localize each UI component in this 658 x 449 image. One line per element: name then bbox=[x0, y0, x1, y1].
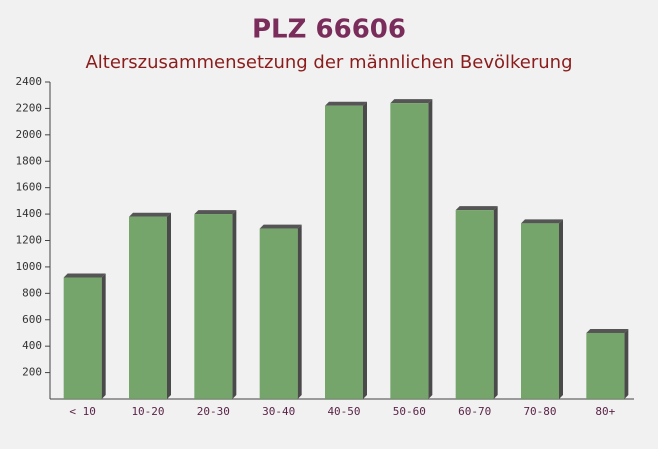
x-tick-label: 60-70 bbox=[458, 405, 491, 418]
y-tick-label: 400 bbox=[22, 339, 42, 352]
bar bbox=[521, 223, 559, 399]
bar bbox=[586, 332, 625, 399]
bar-top bbox=[194, 210, 237, 215]
y-tick-label: 2400 bbox=[16, 75, 43, 88]
x-tick-label: < 10 bbox=[69, 405, 96, 418]
bar-top bbox=[586, 328, 629, 333]
y-tick-label: 800 bbox=[22, 286, 42, 299]
chart-title: PLZ 66606 bbox=[252, 15, 406, 45]
bar-top bbox=[259, 224, 302, 229]
y-tick-label: 1800 bbox=[16, 154, 43, 167]
bar bbox=[194, 214, 233, 399]
bar-shadow bbox=[363, 101, 367, 400]
x-tick-label: 50-60 bbox=[393, 405, 426, 418]
bar bbox=[63, 277, 102, 399]
y-tick-label: 2200 bbox=[16, 101, 43, 114]
bar-top bbox=[390, 99, 433, 104]
x-tick-label: 70-80 bbox=[523, 405, 556, 418]
y-tick-label: 1600 bbox=[16, 181, 43, 194]
bar-shadow bbox=[624, 328, 629, 399]
y-tick-label: 1000 bbox=[16, 260, 43, 273]
y-tick-label: 200 bbox=[22, 366, 42, 379]
bar-top bbox=[325, 101, 367, 106]
x-tick-label: 10-20 bbox=[131, 405, 164, 418]
bar-shadow bbox=[101, 273, 106, 399]
bar-top bbox=[455, 206, 498, 211]
bar bbox=[390, 103, 429, 399]
y-tick-label: 600 bbox=[22, 313, 42, 326]
bar bbox=[129, 216, 167, 399]
bar-top bbox=[129, 212, 171, 217]
chart-subtitle: Alterszusammensetzung der männlichen Bev… bbox=[85, 52, 572, 73]
bar-shadow bbox=[232, 210, 237, 399]
x-tick-label: 40-50 bbox=[327, 405, 360, 418]
bar-top bbox=[63, 273, 106, 278]
bar bbox=[325, 105, 363, 400]
x-tick-label: 20-30 bbox=[197, 405, 230, 418]
bar-shadow bbox=[493, 206, 498, 399]
bar-shadow bbox=[297, 224, 302, 399]
y-tick-label: 2000 bbox=[16, 128, 43, 141]
x-tick-label: 80+ bbox=[595, 405, 615, 418]
y-tick-label: 1200 bbox=[16, 234, 43, 247]
x-tick-label: 30-40 bbox=[262, 405, 295, 418]
bar-shadow bbox=[167, 212, 171, 399]
bar-shadow bbox=[428, 99, 433, 399]
bar bbox=[455, 210, 494, 399]
bar-shadow bbox=[559, 219, 563, 399]
bar-top bbox=[521, 219, 563, 224]
bar bbox=[259, 228, 298, 399]
y-tick-label: 1400 bbox=[16, 207, 43, 220]
